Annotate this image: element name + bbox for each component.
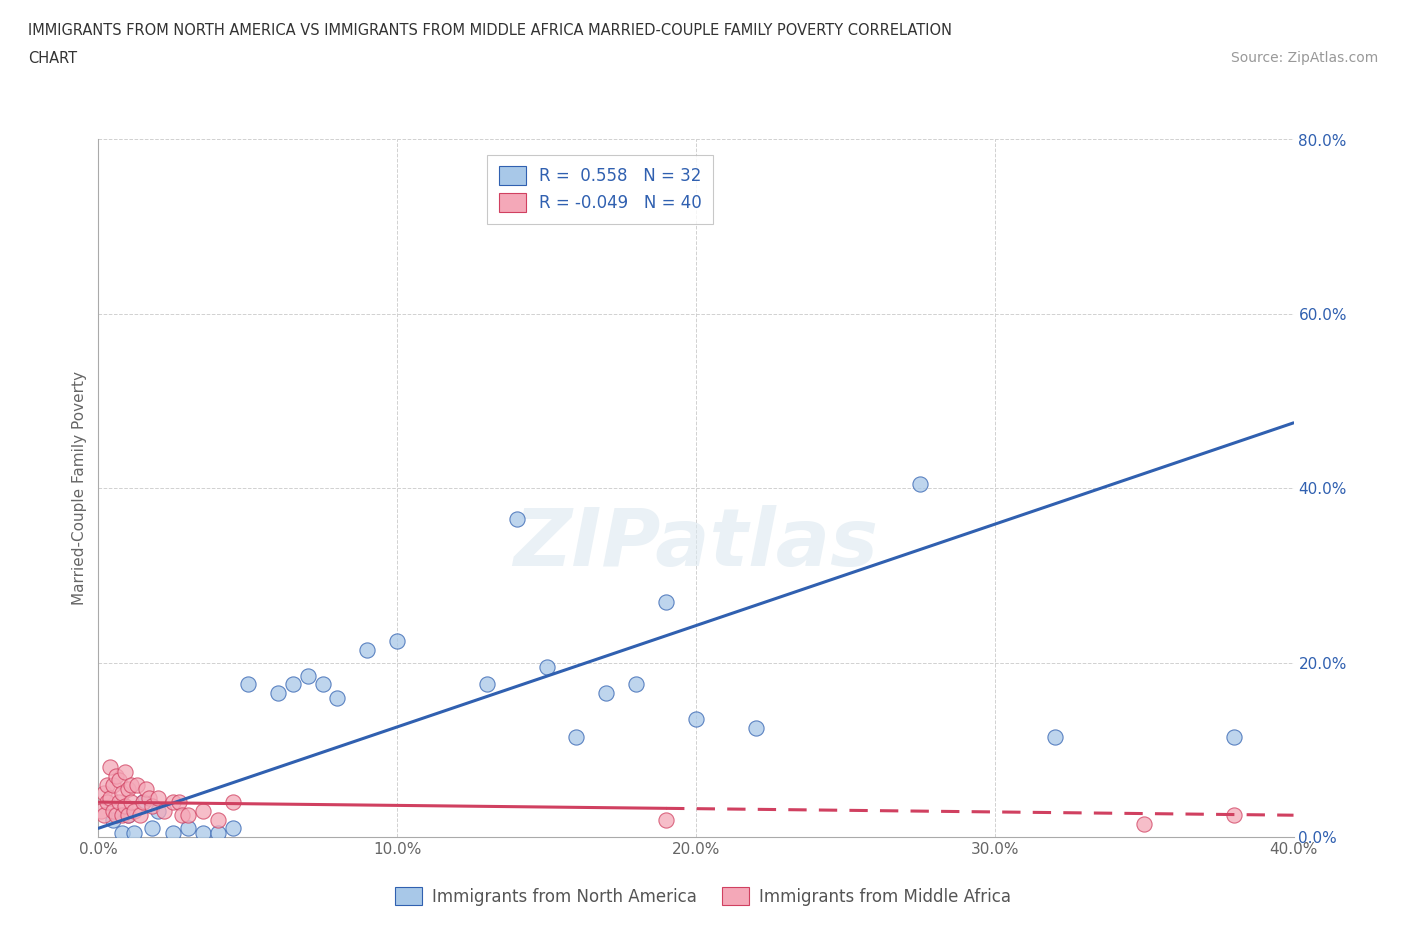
Point [172, 808, 194, 823]
Point [222, 821, 245, 836]
Point [1043, 729, 1066, 744]
Point [148, 804, 170, 818]
Point [1223, 808, 1246, 823]
Point [90, 804, 112, 818]
Text: ZIPatlas: ZIPatlas [513, 505, 879, 583]
Point [356, 642, 378, 657]
Point [207, 812, 229, 827]
Point [385, 633, 409, 648]
Point [281, 677, 304, 692]
Point [595, 685, 617, 700]
Point [96, 777, 118, 792]
Text: Source: ZipAtlas.com: Source: ZipAtlas.com [1230, 51, 1378, 65]
Point [148, 790, 170, 805]
Point [162, 825, 184, 840]
Point [103, 804, 125, 818]
Point [141, 821, 163, 836]
Point [655, 594, 678, 609]
Point [98, 790, 122, 805]
Point [536, 659, 558, 674]
Point [191, 804, 214, 818]
Point [565, 729, 588, 744]
Point [117, 781, 139, 796]
Point [177, 821, 200, 836]
Point [207, 825, 229, 840]
Point [475, 677, 498, 692]
Point [93, 786, 115, 801]
Point [132, 794, 155, 809]
Point [311, 677, 333, 692]
Point [124, 825, 146, 840]
Point [167, 794, 190, 809]
Point [297, 669, 319, 684]
Point [127, 777, 149, 792]
Point [624, 677, 647, 692]
Point [114, 799, 136, 814]
Point [222, 794, 245, 809]
Point [135, 781, 157, 796]
Text: CHART: CHART [28, 51, 77, 66]
Point [98, 760, 122, 775]
Point [1223, 729, 1246, 744]
Point [96, 794, 118, 809]
Legend: Immigrants from North America, Immigrants from Middle Africa: Immigrants from North America, Immigrant… [388, 881, 1018, 912]
Point [111, 808, 134, 823]
Text: IMMIGRANTS FROM NORTH AMERICA VS IMMIGRANTS FROM MIDDLE AFRICA MARRIED-COUPLE FA: IMMIGRANTS FROM NORTH AMERICA VS IMMIGRA… [28, 23, 952, 38]
Point [177, 808, 200, 823]
Point [120, 794, 142, 809]
Point [93, 808, 115, 823]
Point [326, 690, 349, 705]
Point [191, 825, 214, 840]
Point [108, 773, 131, 788]
Point [655, 812, 678, 827]
Point [129, 808, 152, 823]
Point [162, 794, 184, 809]
Point [506, 512, 529, 526]
Point [124, 804, 146, 818]
Point [1133, 817, 1156, 831]
Point [138, 790, 160, 805]
Point [132, 794, 155, 809]
Point [120, 777, 142, 792]
Point [267, 685, 290, 700]
Point [117, 808, 139, 823]
Legend: R =  0.558   N = 32, R = -0.049   N = 40: R = 0.558 N = 32, R = -0.049 N = 40 [488, 154, 713, 224]
Point [108, 794, 131, 809]
Point [103, 812, 125, 827]
Point [103, 777, 125, 792]
Point [114, 764, 136, 779]
Point [908, 476, 931, 491]
Point [745, 721, 768, 736]
Point [117, 808, 139, 823]
Point [111, 786, 134, 801]
Point [236, 677, 259, 692]
Y-axis label: Married-Couple Family Poverty: Married-Couple Family Poverty [72, 371, 87, 605]
Point [105, 808, 128, 823]
Point [105, 768, 128, 783]
Point [685, 711, 707, 726]
Point [153, 804, 176, 818]
Point [141, 799, 163, 814]
Point [111, 825, 134, 840]
